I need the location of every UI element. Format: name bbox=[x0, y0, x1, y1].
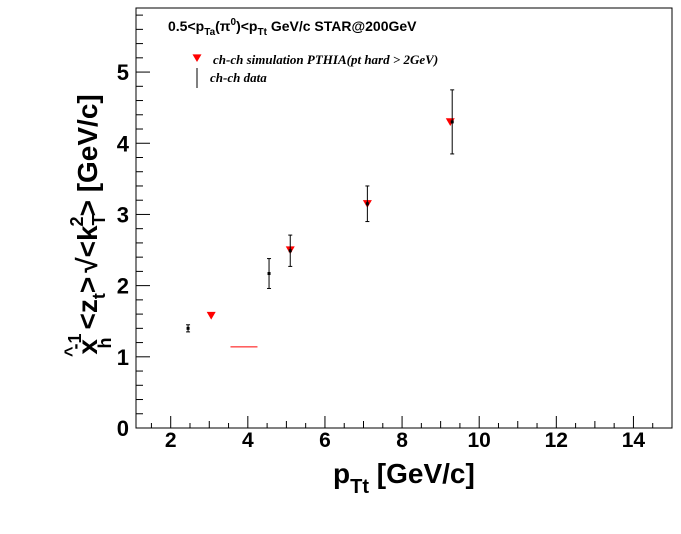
simulation-point bbox=[206, 311, 216, 320]
y-axis-tick-labels: 0 1 2 3 4 5 bbox=[117, 60, 130, 441]
legend-marker-simulation bbox=[192, 54, 202, 63]
x-tick-label: 2 bbox=[165, 429, 177, 452]
plot-frame bbox=[135, 7, 673, 429]
y-tick-label: 4 bbox=[117, 131, 130, 156]
y-tick-label: 3 bbox=[117, 202, 129, 227]
legend-label: ch-ch simulation PTHIA(pt hard > 2GeV) bbox=[213, 52, 438, 67]
x-tick-label: 14 bbox=[622, 429, 646, 452]
y-tick-label: 1 bbox=[117, 345, 129, 370]
x-tick-label: 12 bbox=[545, 429, 568, 452]
y-axis-ticks bbox=[136, 14, 150, 429]
x-tick-label: 8 bbox=[396, 429, 408, 452]
data-point bbox=[288, 249, 292, 253]
legend-label: ch-ch data bbox=[210, 70, 267, 85]
x-tick-label: 10 bbox=[468, 429, 491, 452]
data-marks bbox=[186, 89, 455, 348]
x-tick-label: 6 bbox=[319, 429, 331, 452]
x-axis-tick-labels: 2 4 6 8 10 12 14 bbox=[165, 429, 646, 452]
y-tick-label: 0 bbox=[117, 416, 129, 441]
chart-title: 0.5<pTa(π0)<pTt GeV/c STAR@200GeV bbox=[168, 17, 417, 38]
y-tick-label: 2 bbox=[117, 274, 129, 299]
data-point bbox=[267, 272, 271, 276]
y-axis-title: x^h-1<zt>√<kT2> [GeV/c] bbox=[61, 94, 115, 357]
x-tick-label: 4 bbox=[242, 429, 254, 452]
legend: ch-ch simulation PTHIA(pt hard > 2GeV) ch… bbox=[192, 52, 438, 88]
y-tick-label: 5 bbox=[117, 60, 129, 85]
x-axis-ticks bbox=[150, 416, 673, 428]
data-point bbox=[450, 120, 454, 124]
data-point bbox=[186, 326, 190, 330]
data-point bbox=[365, 202, 369, 206]
x-axis-title: pTt [GeV/c] bbox=[333, 458, 475, 498]
svg-text:x^h-1<zt>√<kT2> [GeV/c]: x^h-1<zt>√<kT2> [GeV/c] bbox=[61, 94, 115, 357]
